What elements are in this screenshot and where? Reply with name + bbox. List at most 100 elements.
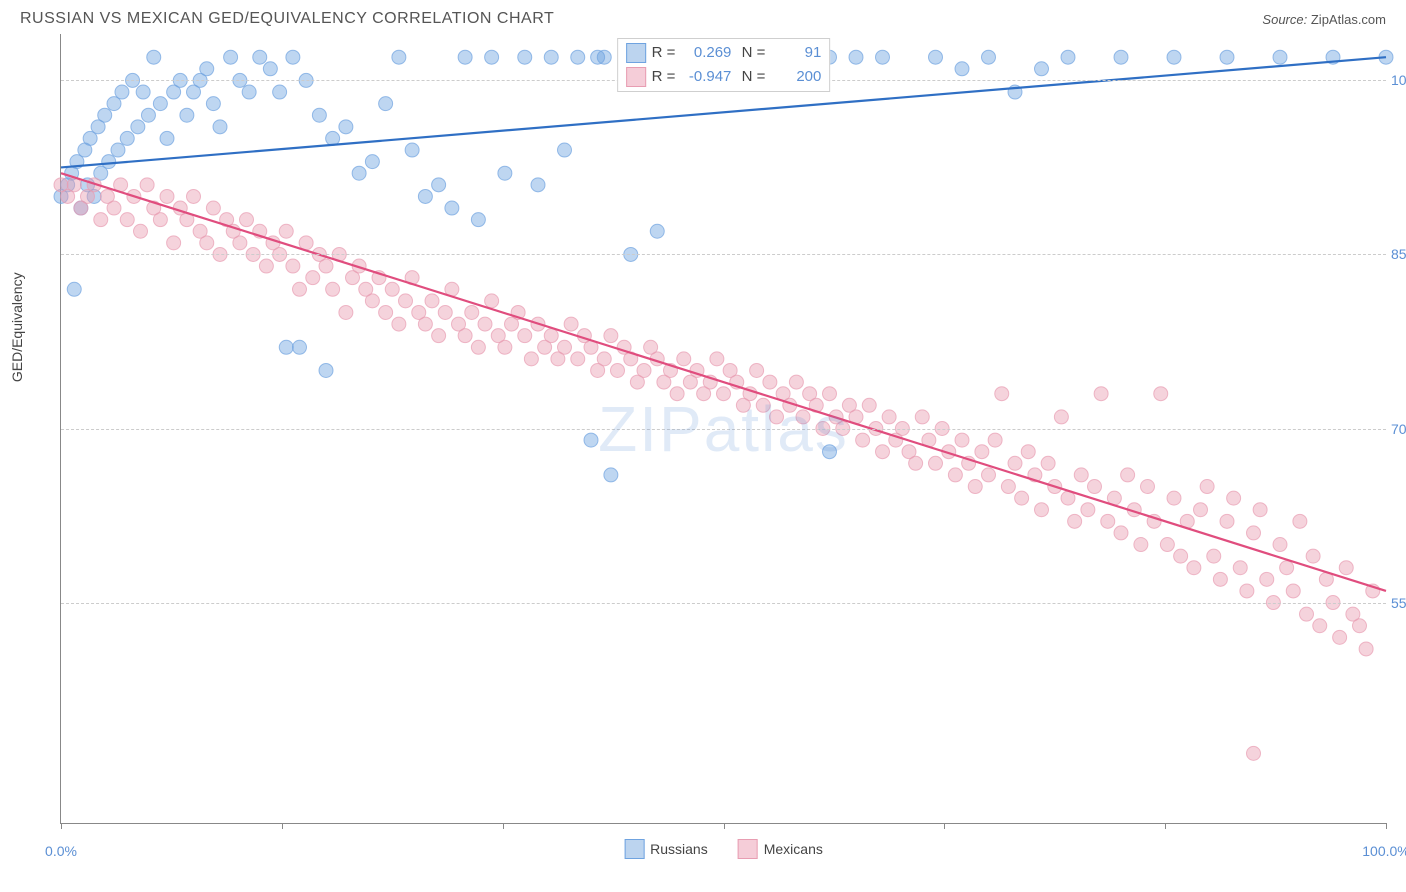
scatter-point [425,294,439,308]
scatter-point [107,201,121,215]
r-value-russians: 0.269 [681,41,731,65]
x-tick [724,823,725,829]
scatter-point [319,363,333,377]
y-tick-label: 100.0% [1391,72,1406,88]
x-tick [1386,823,1387,829]
scatter-point [882,410,896,424]
scatter-point [242,85,256,99]
scatter-point [141,108,155,122]
scatter-point [929,50,943,64]
scatter-point [604,468,618,482]
stats-row-mexicans: R = -0.947 N = 200 [626,65,822,89]
scatter-point [1094,387,1108,401]
scatter-point [286,50,300,64]
scatter-point [1035,62,1049,76]
x-tick [503,823,504,829]
x-tick [944,823,945,829]
scatter-point [1313,619,1327,633]
scatter-point [1121,468,1135,482]
scatter-point [1054,410,1068,424]
scatter-point [279,224,293,238]
scatter-point [1300,607,1314,621]
legend-swatch-russians [624,839,644,859]
scatter-point [995,387,1009,401]
scatter-point [1220,514,1234,528]
scatter-point [531,178,545,192]
scatter-point [432,178,446,192]
scatter-point [1074,468,1088,482]
scatter-point [392,50,406,64]
y-tick-label: 55.0% [1391,595,1406,611]
scatter-point [240,213,254,227]
scatter-point [399,294,413,308]
scatter-point [167,236,181,250]
scatter-point [286,259,300,273]
scatter-point [147,50,161,64]
scatter-point [1200,480,1214,494]
scatter-point [982,50,996,64]
scatter-point [770,410,784,424]
scatter-point [1293,514,1307,528]
scatter-point [524,352,538,366]
scatter-point [1187,561,1201,575]
scatter-point [1061,50,1075,64]
scatter-point [789,375,803,389]
scatter-point [1167,50,1181,64]
x-tick [282,823,283,829]
x-tick [61,823,62,829]
scatter-point [1141,480,1155,494]
scatter-point [206,201,220,215]
scatter-point [1233,561,1247,575]
scatter-point [1154,387,1168,401]
scatter-point [1134,538,1148,552]
scatter-point [763,375,777,389]
scatter-point [140,178,154,192]
scatter-point [756,398,770,412]
scatter-point [498,340,512,354]
scatter-point [352,166,366,180]
scatter-point [120,131,134,145]
correlation-stats-box: R = 0.269 N = 91 R = -0.947 N = 200 [617,38,831,92]
scatter-point [111,143,125,157]
scatter-point [1273,538,1287,552]
scatter-point [259,259,273,273]
scatter-point [458,329,472,343]
scatter-point [200,236,214,250]
scatter-point [611,363,625,377]
y-tick-label: 85.0% [1391,246,1406,262]
scatter-point [948,468,962,482]
chart-plot-area: GED/Equivalency ZIPatlas R = 0.269 N = 9… [60,34,1386,824]
scatter-point [134,224,148,238]
bottom-legend: Russians Mexicans [624,839,823,859]
scatter-point [263,62,277,76]
scatter-point [876,50,890,64]
scatter-point [485,50,499,64]
scatter-point [1247,746,1261,760]
scatter-point [405,143,419,157]
scatter-point [478,317,492,331]
scatter-point [418,317,432,331]
scatter-point [273,85,287,99]
legend-label-mexicans: Mexicans [764,841,823,857]
scatter-point [379,97,393,111]
scatter-point [339,120,353,134]
scatter-point [233,236,247,250]
scatter-point [1227,491,1241,505]
scatter-point [604,329,618,343]
scatter-point [485,294,499,308]
scatter-point [955,62,969,76]
scatter-point [293,282,307,296]
swatch-russians [626,43,646,63]
scatter-point [1240,584,1254,598]
chart-source: Source: ZipAtlas.com [1262,12,1386,27]
scatter-point [823,387,837,401]
r-label: R = [652,65,676,89]
scatter-point [1260,572,1274,586]
scatter-point [717,387,731,401]
scatter-point [1359,642,1373,656]
scatter-point [518,50,532,64]
scatter-point [1213,572,1227,586]
scatter-point [115,85,129,99]
scatter-point [637,363,651,377]
scatter-point [1001,480,1015,494]
